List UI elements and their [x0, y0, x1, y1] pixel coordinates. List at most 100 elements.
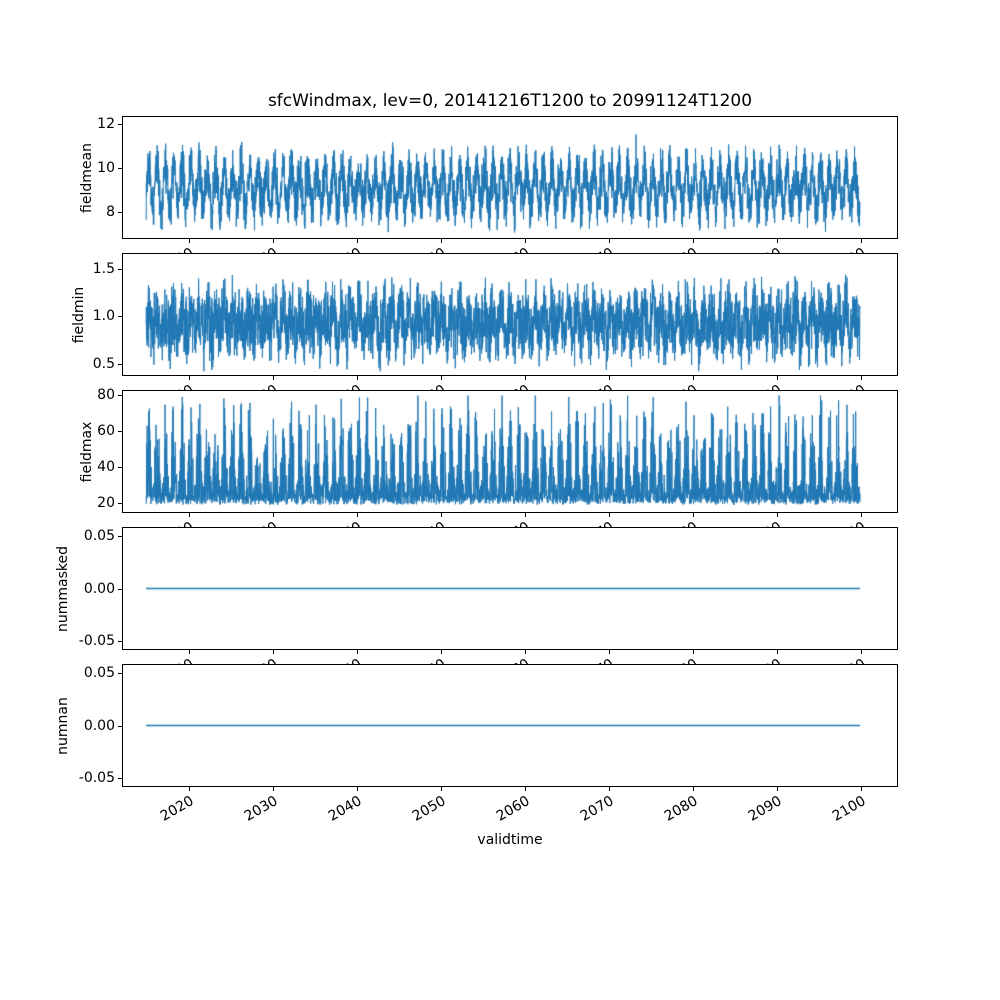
x-tick-label: 2060: [494, 793, 533, 825]
y-axis-label-fieldmean: fieldmean: [79, 142, 95, 213]
x-tick-mark: [609, 239, 610, 243]
y-tick-label: 80: [97, 387, 115, 403]
y-tick-mark: [118, 212, 122, 213]
x-tick-mark: [273, 376, 274, 380]
x-tick-mark: [189, 239, 190, 243]
y-tick-mark: [118, 778, 122, 779]
y-tick-label: 60: [97, 423, 115, 439]
y-tick-mark: [118, 673, 122, 674]
x-tick-label: 2050: [410, 519, 449, 527]
x-tick-label: 2090: [746, 245, 785, 253]
x-tick-mark: [609, 787, 610, 791]
x-tick-label: 2050: [410, 656, 449, 664]
x-tick-label: 2080: [662, 245, 701, 253]
x-tick-label: 2060: [494, 245, 533, 253]
x-tick-label: 2030: [242, 793, 281, 825]
x-tick-mark: [777, 376, 778, 380]
x-tick-mark: [525, 239, 526, 243]
x-tick-label: 2020: [158, 793, 197, 825]
y-tick-label: 0.05: [83, 528, 115, 544]
y-tick-mark: [118, 269, 122, 270]
x-tick-mark: [525, 787, 526, 791]
x-tick-mark: [861, 239, 862, 243]
x-tick-label: 2050: [410, 382, 449, 390]
series-canvas-numnan: [123, 665, 897, 786]
x-tick-mark: [693, 376, 694, 380]
y-tick-mark: [118, 124, 122, 125]
x-tick-label: 2100: [830, 382, 869, 390]
figure-title: sfcWindmax, lev=0, 20141216T1200 to 2099…: [267, 91, 753, 111]
y-tick-label: 0.00: [83, 718, 115, 734]
x-tick-label: 2070: [578, 245, 617, 253]
y-tick-mark: [118, 395, 122, 396]
series-canvas-fieldmax: [123, 391, 897, 512]
x-tick-labels-nummasked: 2020 2030 2040 2050 2060 2070 2080 2090 2100: [0, 654, 1000, 664]
x-tick-mark: [777, 787, 778, 791]
x-tick-label: 2060: [494, 382, 533, 390]
axes-fieldmax: [122, 390, 898, 513]
x-tick-mark: [861, 787, 862, 791]
x-tick-label: 2090: [746, 382, 785, 390]
x-tick-mark: [357, 650, 358, 654]
x-tick-label: 2040: [326, 793, 365, 825]
x-tick-label: 2020: [158, 656, 197, 664]
y-tick-label: -0.05: [78, 770, 115, 786]
x-tick-label: 2090: [746, 656, 785, 664]
x-tick-mark: [777, 650, 778, 654]
x-tick-label: 2040: [326, 656, 365, 664]
x-tick-label: 2080: [662, 382, 701, 390]
x-tick-mark: [189, 650, 190, 654]
y-tick-mark: [118, 316, 122, 317]
x-tick-labels-numnan: 2020 2030 2040 2050 2060 2070 2080 2090 2100: [0, 791, 1000, 837]
x-tick-mark: [189, 787, 190, 791]
x-tick-mark: [693, 650, 694, 654]
x-tick-labels-fieldmin: 2020 2030 2040 2050 2060 2070 2080 2090 2100: [0, 380, 1000, 390]
series-canvas-fieldmin: [123, 254, 897, 375]
y-tick-mark: [118, 503, 122, 504]
x-tick-label: 2090: [746, 519, 785, 527]
y-tick-mark: [118, 467, 122, 468]
x-tick-label: 2070: [578, 519, 617, 527]
x-tick-label: 2100: [830, 793, 869, 825]
x-tick-mark: [525, 650, 526, 654]
y-tick-mark: [118, 726, 122, 727]
x-tick-mark: [357, 376, 358, 380]
y-tick-mark: [118, 641, 122, 642]
x-tick-label: 2070: [578, 656, 617, 664]
x-tick-mark: [441, 239, 442, 243]
x-tick-mark: [441, 376, 442, 380]
x-tick-mark: [273, 787, 274, 791]
x-tick-label: 2030: [242, 519, 281, 527]
x-tick-mark: [609, 513, 610, 517]
x-tick-mark: [525, 513, 526, 517]
y-tick-mark: [118, 364, 122, 365]
x-tick-label: 2080: [662, 656, 701, 664]
x-tick-label: 2060: [494, 519, 533, 527]
x-tick-label: 2100: [830, 656, 869, 664]
y-tick-mark: [118, 168, 122, 169]
x-tick-label: 2040: [326, 382, 365, 390]
x-tick-mark: [441, 650, 442, 654]
axes-fieldmin: [122, 253, 898, 376]
series-canvas-fieldmean: [123, 117, 897, 238]
x-tick-labels-fieldmean: 2020 2030 2040 2050 2060 2070 2080 2090 2100: [0, 243, 1000, 253]
y-tick-label: 40: [97, 459, 115, 475]
series-canvas-nummasked: [123, 528, 897, 649]
axes-numnan: [122, 664, 898, 787]
x-tick-labels-fieldmax: 2020 2030 2040 2050 2060 2070 2080 2090 2100: [0, 517, 1000, 527]
x-tick-label: 2030: [242, 245, 281, 253]
x-tick-label: 2020: [158, 245, 197, 253]
x-tick-label: 2030: [242, 656, 281, 664]
x-tick-mark: [693, 239, 694, 243]
x-tick-mark: [861, 513, 862, 517]
x-tick-mark: [189, 513, 190, 517]
axes-nummasked: [122, 527, 898, 650]
x-tick-label: 2090: [746, 793, 785, 825]
x-axis-label: validtime: [477, 832, 543, 848]
x-tick-mark: [693, 787, 694, 791]
y-tick-mark: [118, 536, 122, 537]
y-tick-label: 1.0: [92, 308, 115, 324]
x-tick-mark: [777, 513, 778, 517]
x-tick-mark: [441, 513, 442, 517]
